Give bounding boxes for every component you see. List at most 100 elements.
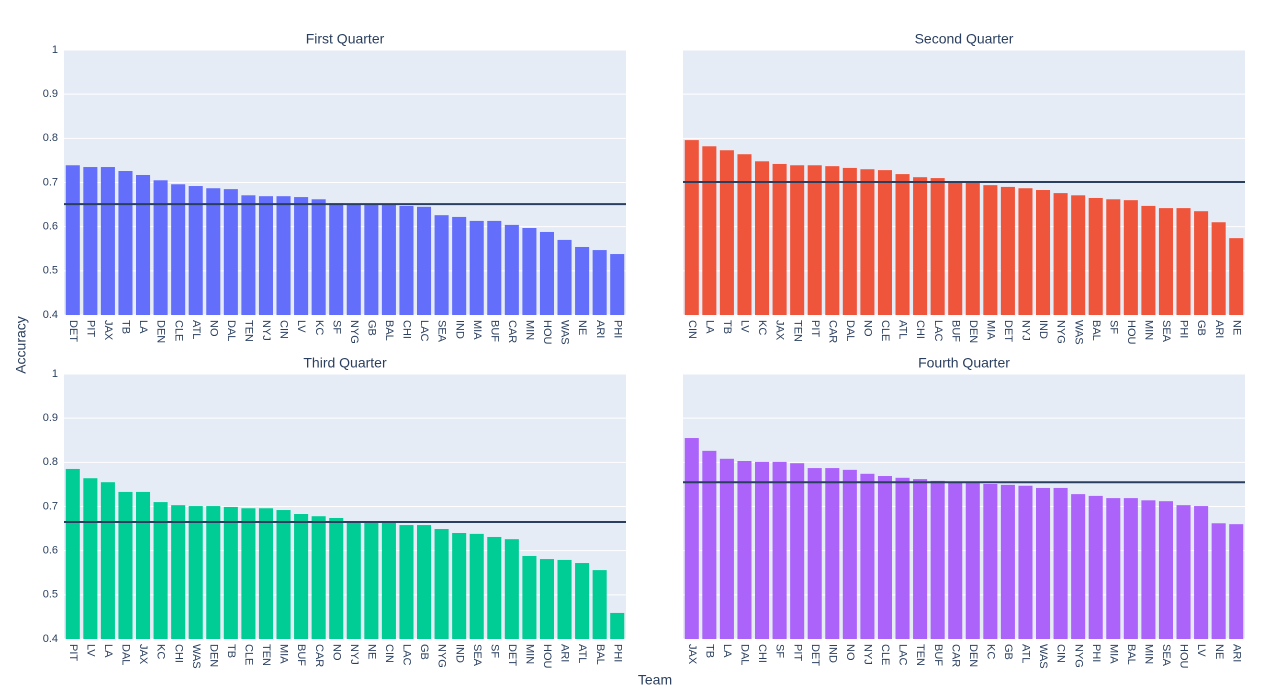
bar [223, 189, 238, 315]
bar [557, 559, 572, 639]
x-tick-label: HOU [1125, 320, 1137, 345]
bar [1071, 494, 1086, 639]
x-tick-label: SEA [436, 320, 448, 343]
x-tick-label: DAL [120, 644, 132, 665]
bar [452, 216, 467, 315]
bar [118, 171, 133, 315]
bar [206, 188, 221, 315]
x-tick-label: GB [365, 320, 377, 336]
bar [311, 199, 326, 315]
x-tick-label: SEA [1160, 644, 1172, 667]
x-tick-label: NE [576, 320, 588, 335]
bar [592, 250, 607, 315]
x-tick-label: NE [1230, 320, 1242, 335]
x-tick-label: TB [721, 320, 733, 334]
subplot-title: Fourth Quarter [918, 355, 1010, 371]
x-tick-label: PIT [84, 320, 96, 337]
x-tick-label: PIT [791, 644, 803, 661]
x-tick-label: BUF [932, 644, 944, 666]
x-tick-label: PHI [611, 644, 623, 662]
bar [136, 491, 151, 639]
x-tick-label: DET [1002, 320, 1014, 342]
x-tick-label: ARI [594, 320, 606, 338]
bar [1123, 200, 1138, 315]
x-tick-label: CHI [914, 320, 926, 339]
x-tick-label: BAL [383, 320, 395, 341]
bar [575, 246, 590, 315]
bar [1000, 484, 1015, 639]
bar [83, 167, 98, 315]
x-tick-label: LAC [401, 644, 413, 665]
x-tick-label: GB [1002, 644, 1014, 660]
x-tick-label: MIN [1143, 320, 1155, 340]
bar [522, 555, 537, 639]
bar [1194, 506, 1209, 639]
x-tick-label: CAR [313, 644, 325, 667]
x-tick-label: ARI [1230, 644, 1242, 662]
x-tick-label: SEA [1160, 320, 1172, 343]
x-tick-label: WAS [1072, 320, 1084, 345]
x-tick-label: PHI [1090, 644, 1102, 662]
bar [1141, 500, 1156, 639]
y-tick-label: 1 [52, 368, 58, 380]
bar [452, 533, 467, 639]
x-tick-label: IND [826, 644, 838, 663]
bar [469, 220, 484, 315]
x-tick-label: NO [862, 320, 874, 337]
bar [825, 468, 840, 639]
x-tick-label: PIT [67, 644, 79, 661]
bar [417, 525, 432, 639]
x-tick-label: NYG [1055, 320, 1067, 344]
x-tick-label: NYG [1072, 644, 1084, 668]
bar [965, 483, 980, 639]
bar [772, 461, 787, 639]
bar [948, 482, 963, 639]
x-tick-label: IND [1037, 320, 1049, 339]
bar [610, 254, 625, 315]
x-tick-label: CIN [1055, 644, 1067, 663]
bar [684, 140, 699, 315]
bar [65, 165, 80, 315]
y-axis-label: Accuracy [13, 316, 29, 374]
x-tick-label: CIN [686, 320, 698, 339]
x-tick-label: LA [137, 320, 149, 334]
bar [539, 231, 554, 315]
x-tick-label: HOU [541, 320, 553, 345]
bar [364, 521, 379, 639]
bar [1053, 487, 1068, 639]
x-tick-label: TEN [914, 644, 926, 666]
bar [434, 529, 449, 639]
x-tick-label: GB [1195, 320, 1207, 336]
bar [557, 239, 572, 315]
bar [1176, 208, 1191, 315]
x-tick-label: DAL [739, 644, 751, 665]
x-tick-label: JAX [686, 644, 698, 665]
x-tick-label: NO [844, 644, 856, 661]
bar [1229, 524, 1244, 639]
bar [1158, 501, 1173, 639]
x-tick-label: KC [155, 644, 167, 659]
x-tick-label: NE [365, 644, 377, 659]
x-tick-label: CLE [879, 320, 891, 341]
x-tick-label: NE [1213, 644, 1225, 659]
x-tick-label: LV [739, 320, 751, 333]
bar [399, 205, 414, 315]
x-tick-label: TB [703, 644, 715, 658]
x-tick-label: KC [756, 320, 768, 335]
bar [188, 506, 203, 639]
x-tick-label: LA [102, 644, 114, 658]
x-tick-label: JAX [102, 320, 114, 341]
x-tick-label: BAL [1125, 644, 1137, 665]
x-tick-label: BAL [594, 644, 606, 665]
bar [807, 165, 822, 315]
y-tick-label: 0.5 [43, 265, 58, 277]
x-tick-label: DAL [225, 320, 237, 341]
x-tick-label: ATL [190, 320, 202, 339]
bar [825, 166, 840, 315]
bar [807, 468, 822, 639]
x-tick-label: BUF [488, 320, 500, 342]
bar [258, 508, 273, 639]
x-tick-label: LV [295, 320, 307, 333]
x-tick-label: BUF [295, 644, 307, 666]
